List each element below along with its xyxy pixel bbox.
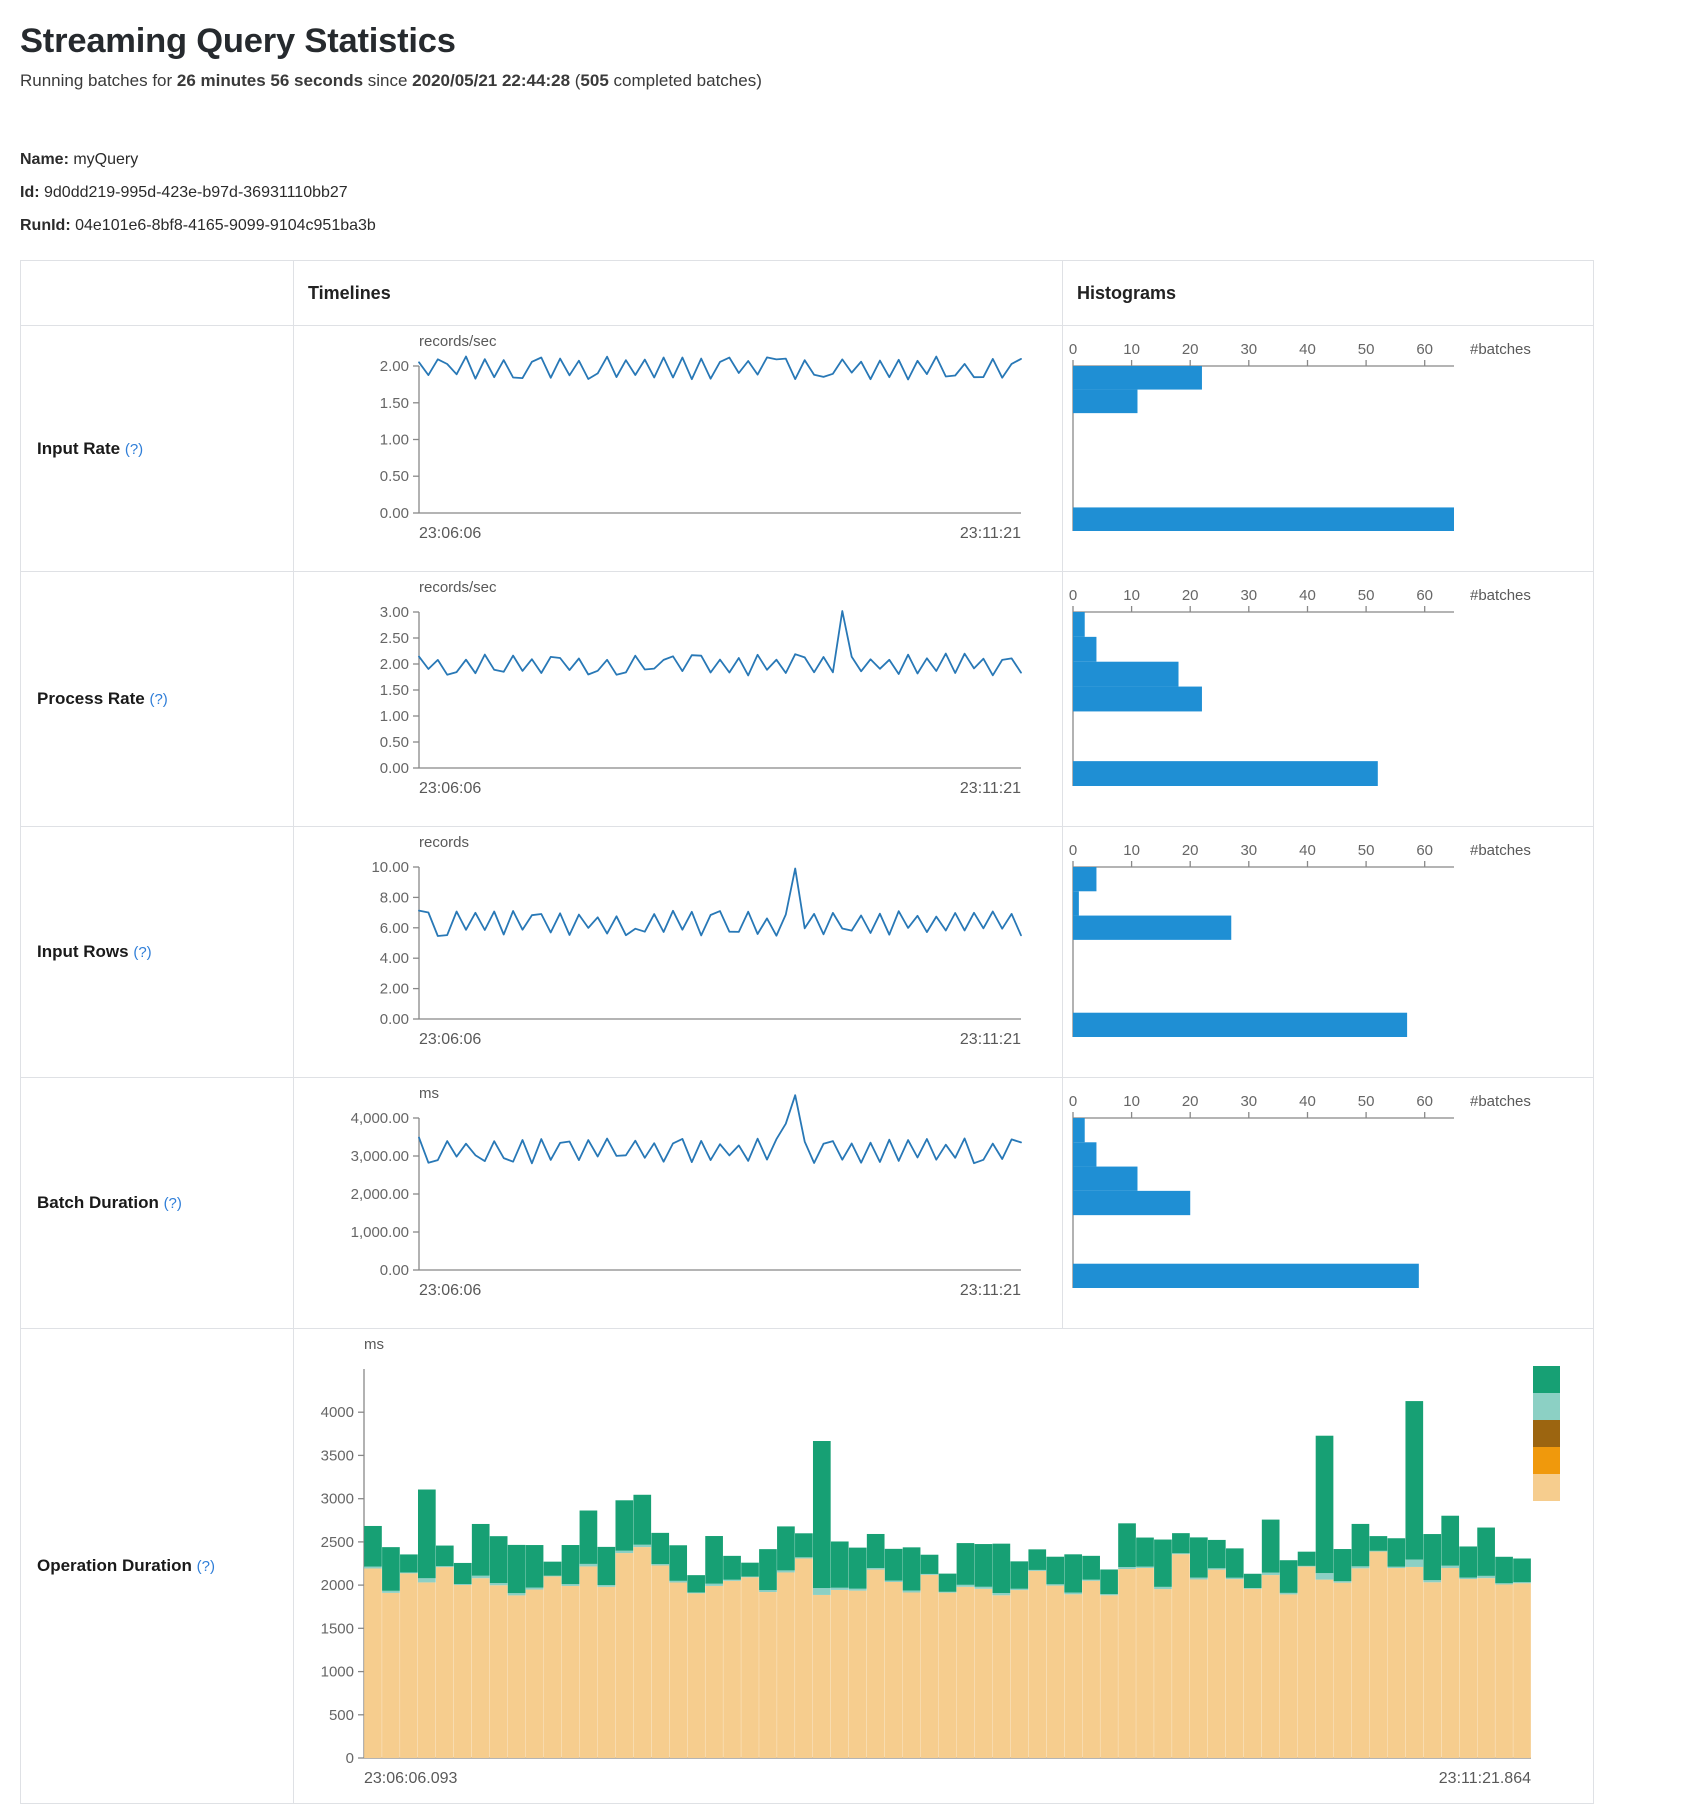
svg-text:3000: 3000 [321,1491,354,1508]
svg-text:3500: 3500 [321,1447,354,1464]
svg-text:23:06:06.093: 23:06:06.093 [364,1770,458,1787]
svg-text:#batches: #batches [1470,842,1531,859]
svg-text:4000: 4000 [321,1404,354,1421]
svg-text:60: 60 [1416,1093,1433,1110]
svg-text:23:06:06: 23:06:06 [419,780,481,797]
svg-text:20: 20 [1182,842,1199,859]
svg-text:50: 50 [1358,341,1375,358]
svg-text:23:11:21: 23:11:21 [960,1282,1021,1299]
svg-text:10: 10 [1123,1093,1140,1110]
svg-text:60: 60 [1416,587,1433,604]
svg-text:0: 0 [1069,842,1077,859]
svg-text:40: 40 [1299,842,1316,859]
svg-text:0: 0 [1069,1093,1077,1110]
svg-text:10: 10 [1123,341,1140,358]
svg-text:#batches: #batches [1470,1093,1531,1110]
svg-text:40: 40 [1299,587,1316,604]
svg-text:2.00: 2.00 [380,358,409,375]
svg-text:40: 40 [1299,341,1316,358]
svg-text:2.00: 2.00 [380,656,409,673]
svg-text:10: 10 [1123,587,1140,604]
svg-text:6.00: 6.00 [380,920,409,937]
svg-text:60: 60 [1416,842,1433,859]
svg-text:2,000.00: 2,000.00 [351,1186,409,1203]
svg-text:2.50: 2.50 [380,630,409,647]
svg-text:1.50: 1.50 [380,682,409,699]
svg-text:records/sec: records/sec [419,333,497,350]
svg-text:records/sec: records/sec [419,579,497,596]
svg-text:1.00: 1.00 [380,708,409,725]
svg-text:23:06:06: 23:06:06 [419,1282,481,1299]
svg-text:30: 30 [1240,1093,1257,1110]
svg-text:4,000.00: 4,000.00 [351,1110,409,1127]
svg-text:23:06:06: 23:06:06 [419,525,481,542]
svg-text:1000: 1000 [321,1664,354,1681]
svg-text:2500: 2500 [321,1534,354,1551]
svg-text:50: 50 [1358,842,1375,859]
svg-text:#batches: #batches [1470,587,1531,604]
svg-text:1500: 1500 [321,1620,354,1637]
svg-text:0.00: 0.00 [380,1011,409,1028]
svg-text:0.00: 0.00 [380,505,409,522]
svg-text:0.00: 0.00 [380,760,409,777]
svg-text:2.00: 2.00 [380,981,409,998]
svg-text:30: 30 [1240,341,1257,358]
svg-text:3.00: 3.00 [380,604,409,621]
svg-text:1.00: 1.00 [380,432,409,449]
svg-text:40: 40 [1299,1093,1316,1110]
svg-text:50: 50 [1358,1093,1375,1110]
svg-text:20: 20 [1182,1093,1199,1110]
svg-text:20: 20 [1182,341,1199,358]
svg-text:1.50: 1.50 [380,395,409,412]
svg-text:23:11:21.864: 23:11:21.864 [1439,1770,1531,1787]
svg-text:0: 0 [1069,587,1077,604]
svg-text:4.00: 4.00 [380,950,409,967]
svg-text:8.00: 8.00 [380,889,409,906]
svg-text:#batches: #batches [1470,341,1531,358]
svg-text:30: 30 [1240,842,1257,859]
svg-text:23:06:06: 23:06:06 [419,1031,481,1048]
svg-text:23:11:21: 23:11:21 [960,780,1021,797]
svg-text:20: 20 [1182,587,1199,604]
svg-text:500: 500 [329,1707,354,1724]
svg-text:ms: ms [419,1085,439,1102]
svg-text:0.50: 0.50 [380,468,409,485]
svg-text:ms: ms [364,1336,384,1353]
svg-text:60: 60 [1416,341,1433,358]
svg-text:30: 30 [1240,587,1257,604]
svg-text:50: 50 [1358,587,1375,604]
svg-text:23:11:21: 23:11:21 [960,1031,1021,1048]
svg-text:records: records [419,834,469,851]
svg-text:10: 10 [1123,842,1140,859]
svg-text:1,000.00: 1,000.00 [351,1224,409,1241]
svg-text:0.00: 0.00 [380,1262,409,1279]
svg-text:10.00: 10.00 [371,859,409,876]
svg-text:3,000.00: 3,000.00 [351,1148,409,1165]
svg-text:0.50: 0.50 [380,734,409,751]
svg-text:0: 0 [346,1750,354,1767]
svg-text:23:11:21: 23:11:21 [960,525,1021,542]
svg-text:0: 0 [1069,341,1077,358]
svg-text:2000: 2000 [321,1577,354,1594]
